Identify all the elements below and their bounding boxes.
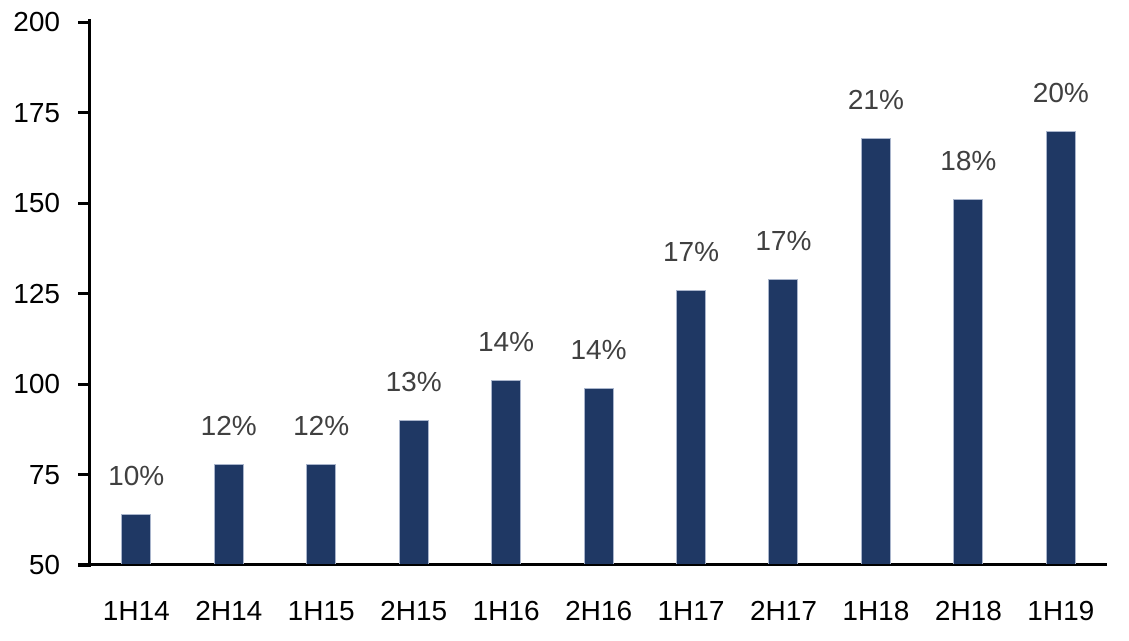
data-label-1h18: 21% xyxy=(847,83,904,115)
y-axis-tick xyxy=(78,382,91,386)
data-label-2h18: 18% xyxy=(940,145,997,177)
data-label-1h14: 10% xyxy=(108,460,165,492)
bar-1h18 xyxy=(860,137,891,564)
x-axis-label-1h16: 1H16 xyxy=(472,595,540,626)
data-label-2h14: 12% xyxy=(200,409,257,441)
bar-1h19 xyxy=(1045,130,1076,564)
y-axis-tick-label: 125 xyxy=(13,277,60,309)
bar-2h16 xyxy=(583,387,614,564)
y-axis-tick xyxy=(78,563,91,567)
bar-1h16 xyxy=(491,380,521,564)
y-axis-tick-label: 150 xyxy=(13,187,60,218)
x-axis-label-1h17: 1H17 xyxy=(657,595,725,626)
x-axis-label-2h17: 2H17 xyxy=(749,595,817,626)
y-axis-tick xyxy=(78,111,91,114)
bar-2h18 xyxy=(953,199,984,564)
y-axis-tick-label: 200 xyxy=(13,6,60,37)
bar-2h14 xyxy=(213,463,244,564)
data-label-1h15: 12% xyxy=(293,409,350,441)
data-label-1h19: 20% xyxy=(1032,76,1089,108)
y-axis-tick-label: 75 xyxy=(28,458,60,490)
x-axis-label-1h19: 1H19 xyxy=(1027,595,1095,626)
data-label-2h17: 17% xyxy=(755,225,812,256)
bar-2h17 xyxy=(768,279,799,564)
x-axis-label-1h18: 1H18 xyxy=(842,595,910,626)
x-axis-label-1h14: 1H14 xyxy=(102,595,170,626)
data-label-1h16: 14% xyxy=(477,326,535,358)
x-axis-label-2h18: 2H18 xyxy=(934,595,1002,626)
data-label-1h17: 17% xyxy=(662,235,720,267)
data-label-2h15: 13% xyxy=(385,366,442,398)
x-axis-label-2h14: 2H14 xyxy=(195,595,263,626)
y-axis-tick-label: 175 xyxy=(13,96,60,128)
y-axis-tick-label: 50 xyxy=(28,549,60,580)
x-axis-label-1h15: 1H15 xyxy=(287,595,355,626)
y-axis-tick xyxy=(78,473,91,476)
x-axis-line xyxy=(78,563,1107,566)
y-axis-tick xyxy=(78,201,91,205)
bar-1h15 xyxy=(306,463,337,564)
data-label-2h16: 14% xyxy=(570,333,627,365)
bar-1h14 xyxy=(121,514,152,564)
y-axis-tick xyxy=(78,20,91,24)
x-axis-label-2h15: 2H15 xyxy=(380,595,448,626)
y-axis-tick-label: 100 xyxy=(13,368,60,399)
bar-2h15 xyxy=(398,420,429,564)
bar-1h17 xyxy=(676,289,706,564)
y-axis-tick xyxy=(78,292,91,295)
x-axis-label-2h16: 2H16 xyxy=(565,595,633,626)
